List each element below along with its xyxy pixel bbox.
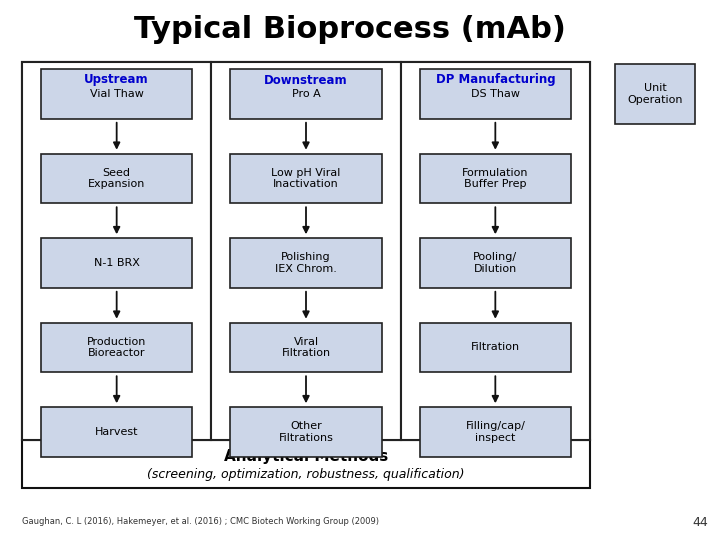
Text: Filtration: Filtration (471, 342, 520, 353)
Bar (41, 322, 192, 373)
Bar (41, 238, 192, 288)
Bar (41, 154, 192, 204)
Bar (420, 238, 571, 288)
Text: N-1 BRX: N-1 BRX (94, 258, 140, 268)
Bar (420, 407, 571, 457)
Bar (230, 322, 382, 373)
Text: Filling/cap/
inspect: Filling/cap/ inspect (465, 421, 526, 443)
Bar (420, 154, 571, 204)
Bar (230, 69, 382, 119)
Bar (212, 62, 400, 440)
Bar (400, 62, 590, 440)
Text: Other
Filtrations: Other Filtrations (279, 421, 333, 443)
Text: Seed
Expansion: Seed Expansion (88, 168, 145, 190)
Text: 44: 44 (692, 516, 708, 529)
Bar (22, 62, 590, 440)
Bar (22, 62, 212, 440)
Bar (230, 154, 382, 204)
Bar (420, 322, 571, 373)
Text: Upstream: Upstream (84, 73, 149, 86)
Text: Production
Bioreactor: Production Bioreactor (87, 337, 146, 359)
Text: Harvest: Harvest (95, 427, 138, 437)
Bar (41, 407, 192, 457)
Text: Unit
Operation: Unit Operation (627, 83, 683, 105)
Text: Pro A: Pro A (292, 89, 320, 99)
Bar (22, 440, 590, 488)
Bar (41, 69, 192, 119)
Text: DS Thaw: DS Thaw (471, 89, 520, 99)
Bar (230, 238, 382, 288)
Text: Analytical Methods: Analytical Methods (224, 449, 388, 464)
Text: Gaughan, C. L (2016), Hakemeyer, et al. (2016) ; CMC Biotech Working Group (2009: Gaughan, C. L (2016), Hakemeyer, et al. … (22, 517, 379, 526)
Text: (screening, optimization, robustness, qualification): (screening, optimization, robustness, qu… (148, 468, 464, 481)
Bar (615, 64, 695, 124)
Text: Typical Bioprocess (mAb): Typical Bioprocess (mAb) (134, 16, 566, 44)
Text: Formulation
Buffer Prep: Formulation Buffer Prep (462, 168, 528, 190)
Text: Downstream: Downstream (264, 73, 348, 86)
Bar (230, 407, 382, 457)
Text: Low pH Viral
Inactivation: Low pH Viral Inactivation (271, 168, 341, 190)
Text: Viral
Filtration: Viral Filtration (282, 337, 330, 359)
Text: Pooling/
Dilution: Pooling/ Dilution (473, 252, 518, 274)
Text: DP Manufacturing: DP Manufacturing (436, 73, 555, 86)
Text: Polishing
IEX Chrom.: Polishing IEX Chrom. (275, 252, 337, 274)
Bar (420, 69, 571, 119)
Text: Vial Thaw: Vial Thaw (90, 89, 143, 99)
